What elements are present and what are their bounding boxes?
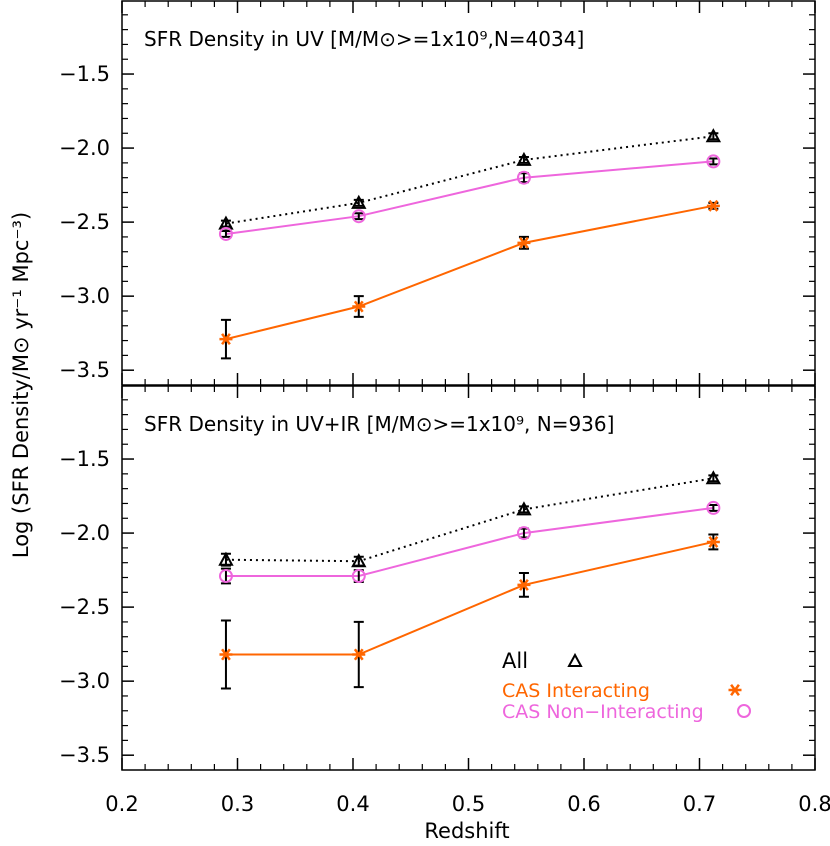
y-tick-label: −3.5 <box>59 743 110 767</box>
series-line <box>225 540 714 656</box>
series-cas-non-interacting <box>218 500 721 585</box>
data-point <box>517 236 531 249</box>
series-line <box>225 135 714 225</box>
series-all <box>218 128 722 230</box>
x-tick-label: 0.4 <box>336 792 369 816</box>
x-tick-label: 0.6 <box>567 792 600 816</box>
data-point <box>218 226 233 241</box>
x-tick-label: 0.2 <box>105 792 138 816</box>
data-point <box>517 578 531 591</box>
legend-marker-triangle <box>567 652 583 667</box>
data-point <box>351 209 366 224</box>
panel-title: SFR Density in UV [M/M⊙>=1x10⁹,N=4034] <box>144 27 584 51</box>
data-point <box>705 128 722 143</box>
data-point <box>516 526 531 541</box>
series-cas-interacting <box>219 199 720 360</box>
legend-label: CAS Interacting <box>502 680 650 702</box>
error-bar <box>353 212 364 221</box>
x-tick-label: 0.7 <box>683 792 716 816</box>
error-bar <box>708 474 719 483</box>
y-tick-label: −2.0 <box>59 136 110 160</box>
error-bar <box>220 567 231 585</box>
data-point <box>351 553 367 568</box>
error-bar <box>518 155 529 164</box>
data-point <box>218 551 234 566</box>
series-line <box>225 204 714 341</box>
legend-marker-circle <box>737 704 751 718</box>
legend-marker-asterisk <box>728 684 742 696</box>
error-bar <box>708 132 719 141</box>
y-axis-label: Log (SFR Density/M⊙ yr⁻¹ Mpc⁻³) <box>9 212 33 558</box>
series-line <box>225 506 714 578</box>
series-line <box>225 160 714 235</box>
panel-title: SFR Density in UV+IR [M/M⊙>=1x10⁹, N=936… <box>144 412 614 436</box>
x-tick-label: 0.8 <box>798 792 830 816</box>
y-tick-label: −3.0 <box>59 284 110 308</box>
error-bar <box>518 505 529 514</box>
y-tick-label: −3.5 <box>59 358 110 382</box>
data-point <box>706 199 720 212</box>
data-point <box>351 194 367 209</box>
error-bar <box>220 230 231 238</box>
data-point <box>516 170 531 185</box>
series-cas-non-interacting <box>218 154 721 241</box>
x-tick-label: 0.3 <box>221 792 254 816</box>
y-tick-label: −1.5 <box>59 62 110 86</box>
series-cas-interacting <box>219 533 720 690</box>
data-point <box>706 536 720 548</box>
error-bar <box>353 198 364 207</box>
data-point <box>705 470 722 485</box>
data-point <box>352 300 366 313</box>
series-all <box>218 470 722 568</box>
error-bar <box>220 219 231 228</box>
x-tick-label: 0.5 <box>452 792 485 816</box>
data-point <box>516 501 532 516</box>
error-bar <box>708 157 719 166</box>
y-tick-label: −3.0 <box>59 669 110 693</box>
data-point <box>219 333 233 346</box>
data-point <box>219 648 233 661</box>
y-tick-label: −2.0 <box>59 521 110 545</box>
data-point <box>706 500 721 515</box>
data-point <box>352 648 366 661</box>
y-tick-label: −1.5 <box>59 447 110 471</box>
data-point <box>351 569 366 584</box>
data-point <box>706 154 721 169</box>
panel-uv: −3.5 −3.0 −2.5 −2.0 −1.5 SFR Density in UV [M… <box>59 0 816 386</box>
data-point <box>218 569 233 584</box>
legend-label: CAS Non−Interacting <box>502 701 704 723</box>
data-point <box>516 151 532 166</box>
x-axis-label: Redshift <box>424 819 509 843</box>
series-line <box>225 477 714 563</box>
error-bar <box>708 503 719 512</box>
legend-label: All <box>502 649 528 673</box>
y-tick-label: −2.5 <box>59 210 110 234</box>
y-tick-label: −2.5 <box>59 595 110 619</box>
panel-uv-ir: −3.5 −3.0 −2.5 −2.0 −1.5 SFR Density in UV+IR… <box>59 385 816 771</box>
